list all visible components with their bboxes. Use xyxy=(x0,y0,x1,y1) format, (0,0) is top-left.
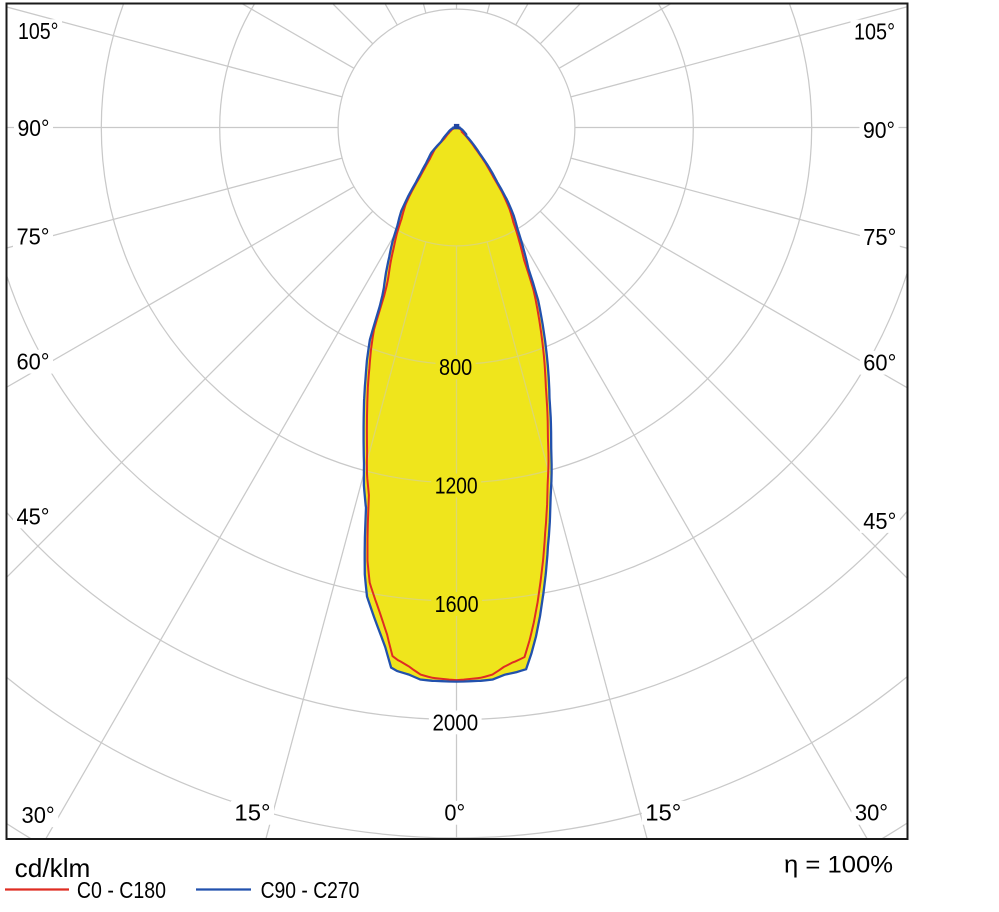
svg-text:15°: 15° xyxy=(645,800,681,826)
svg-text:90°: 90° xyxy=(863,117,895,143)
svg-text:60°: 60° xyxy=(863,350,896,376)
svg-text:60°: 60° xyxy=(17,349,50,375)
svg-text:2000: 2000 xyxy=(432,709,478,735)
svg-text:1200: 1200 xyxy=(435,472,478,498)
svg-text:30°: 30° xyxy=(22,802,55,828)
svg-text:0°: 0° xyxy=(444,800,465,826)
svg-text:75°: 75° xyxy=(863,224,896,250)
svg-text:15°: 15° xyxy=(234,800,270,826)
svg-text:30°: 30° xyxy=(855,800,888,826)
svg-text:45°: 45° xyxy=(17,503,50,529)
svg-text:105°: 105° xyxy=(854,19,895,45)
svg-text:800: 800 xyxy=(439,354,472,380)
svg-text:cd/klm: cd/klm xyxy=(15,853,91,883)
svg-text:C0 - C180: C0 - C180 xyxy=(77,877,166,903)
svg-text:η = 100%: η = 100% xyxy=(784,852,893,879)
svg-text:75°: 75° xyxy=(17,223,50,249)
svg-text:105°: 105° xyxy=(18,18,59,44)
svg-text:1600: 1600 xyxy=(435,591,479,617)
svg-text:C90 - C270: C90 - C270 xyxy=(261,877,360,903)
svg-text:90°: 90° xyxy=(18,115,50,141)
svg-text:45°: 45° xyxy=(863,508,896,534)
